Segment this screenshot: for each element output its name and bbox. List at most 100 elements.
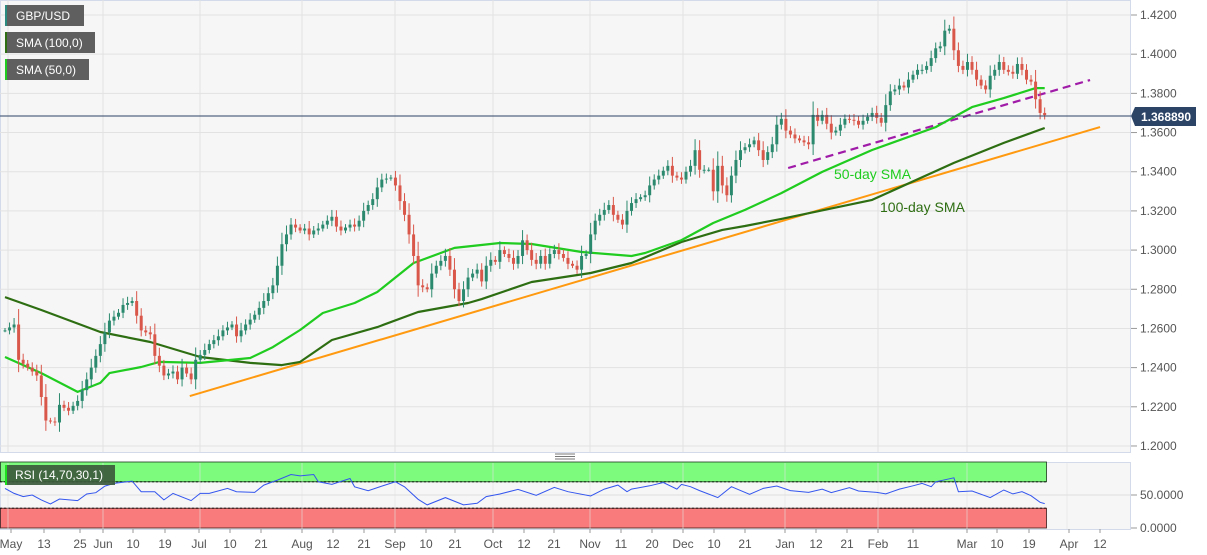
pane-resize-handle[interactable] [555, 453, 575, 460]
candle [330, 209, 334, 227]
candle-body [17, 324, 21, 360]
candle-body [561, 253, 565, 258]
candle-body [117, 312, 120, 317]
candle [920, 64, 924, 75]
candle [153, 323, 157, 365]
candle [475, 263, 479, 279]
candle-body [516, 255, 520, 264]
candle [571, 260, 574, 269]
rsi-legend-label: RSI (14,70,30,1) [15, 468, 103, 482]
candle-body [779, 118, 783, 125]
date-tick-label: Apr [1060, 537, 1079, 551]
candle-body [257, 307, 261, 315]
rsi-legend[interactable]: RSI (14,70,30,1) [5, 465, 115, 485]
candle [952, 16, 956, 61]
candle [929, 50, 933, 72]
sma50-line [4, 87, 1045, 393]
rsi-line [4, 473, 1045, 506]
legend-symbol-label: GBP/USD [16, 9, 70, 23]
moving-averages [4, 87, 1046, 393]
sma50-annotation: 50-day SMA [834, 166, 912, 182]
candle [875, 105, 879, 124]
candle [925, 61, 929, 74]
rsi-tick-50: 50.0000 [1140, 488, 1184, 502]
candle [189, 367, 193, 385]
candle [652, 174, 656, 190]
candle [244, 319, 248, 335]
candle [439, 255, 443, 271]
candle-body [543, 255, 547, 264]
candle-body [425, 287, 429, 290]
legend-sma100[interactable]: SMA (100,0) [5, 32, 95, 53]
candle [421, 279, 425, 293]
date-tick-label: 19 [158, 537, 172, 551]
legend-symbol[interactable]: GBP/USD [5, 5, 84, 26]
candle [947, 24, 951, 34]
candle-body [484, 265, 488, 282]
candle [443, 248, 447, 267]
candle-body [434, 265, 438, 274]
candle [689, 159, 693, 177]
candle-body [979, 79, 983, 86]
candle-body [798, 138, 801, 141]
candle [888, 84, 892, 111]
candle [498, 241, 502, 269]
legend-sma50[interactable]: SMA (50,0) [5, 59, 89, 80]
candle [575, 260, 579, 274]
candle-body [312, 230, 316, 235]
candle-body [298, 227, 302, 231]
candle-body [153, 334, 157, 356]
candle-body [652, 179, 656, 186]
candle [248, 313, 252, 330]
candle [698, 140, 702, 178]
candle [766, 146, 770, 165]
candle-body [748, 144, 752, 148]
sma100-line [4, 126, 1046, 367]
candle-body [203, 349, 207, 355]
candle [825, 107, 829, 130]
candle [938, 41, 942, 52]
candle [625, 200, 629, 233]
candle-body [321, 224, 325, 229]
candle-body [344, 227, 347, 231]
candle [906, 72, 910, 94]
candle-body [194, 359, 198, 380]
candle [139, 308, 143, 337]
rsi-overbought-zone [0, 461, 1047, 483]
candle [634, 193, 638, 208]
candle [557, 243, 561, 260]
candle [353, 218, 357, 232]
candle [48, 417, 52, 424]
candle [117, 309, 120, 320]
candle [834, 126, 838, 136]
candle-body [1011, 71, 1015, 74]
candle [230, 321, 234, 331]
candle-body [598, 214, 602, 221]
candle-body [648, 185, 652, 196]
candle-body [675, 175, 679, 178]
price-tick-label: 1.3200 [1140, 204, 1177, 218]
candle [221, 325, 225, 341]
candle [94, 349, 98, 373]
candle-body [416, 255, 420, 286]
candle-body [607, 205, 611, 210]
candle-body [216, 336, 220, 341]
candle [670, 156, 674, 183]
candle-body [384, 178, 388, 180]
candle [961, 60, 965, 75]
candle [1002, 56, 1006, 74]
date-tick-label: Nov [579, 537, 600, 551]
candle-body [439, 260, 443, 266]
candle [525, 234, 529, 255]
candle [289, 218, 293, 240]
candle-body [906, 79, 910, 88]
candle-body [162, 365, 166, 376]
candle [316, 223, 320, 235]
candle [829, 115, 833, 140]
candle [176, 365, 180, 385]
candle-body [620, 219, 624, 225]
candle-body [348, 224, 352, 228]
candle [711, 158, 715, 201]
candle [593, 213, 597, 241]
candle-body [171, 371, 175, 374]
